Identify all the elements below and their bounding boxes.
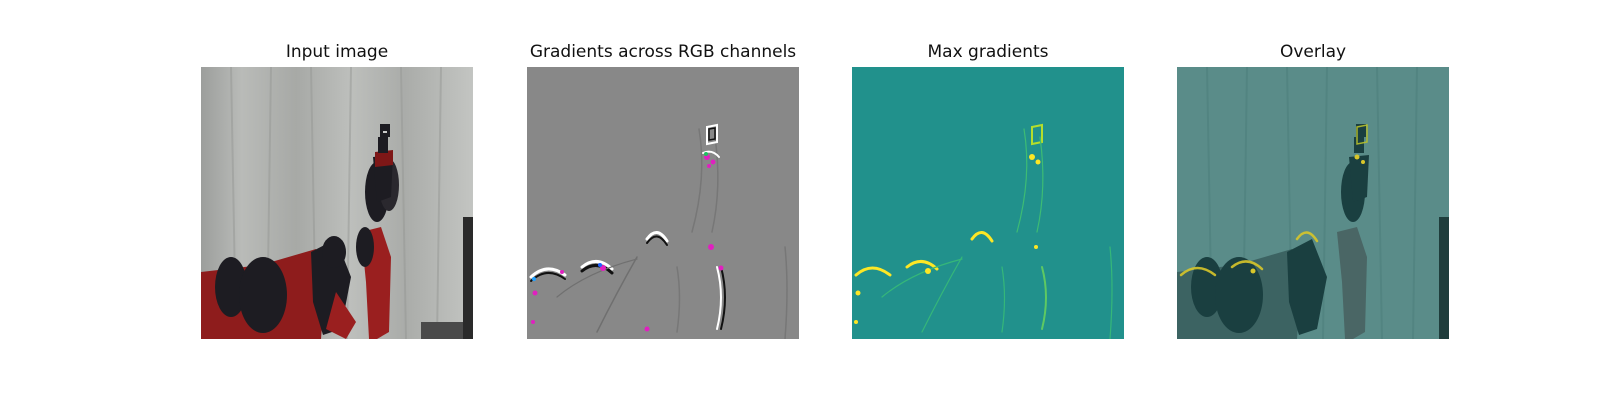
panel-title: Gradients across RGB channels [529, 42, 797, 62]
input-image [201, 67, 473, 339]
panel-max-gradients: Max gradients [852, 0, 1124, 400]
overlay-image [1177, 67, 1449, 339]
max-gradients-image [852, 67, 1124, 339]
panel-overlay: Overlay [1177, 0, 1449, 400]
panel-rgb-gradients: Gradients across RGB channels [527, 0, 799, 400]
panel-input-image: Input image [201, 0, 473, 400]
panel-title: Max gradients [927, 42, 1049, 62]
panel-title: Input image [285, 42, 389, 62]
rgb-gradients-image [527, 67, 799, 339]
panel-title: Overlay [1279, 42, 1347, 62]
